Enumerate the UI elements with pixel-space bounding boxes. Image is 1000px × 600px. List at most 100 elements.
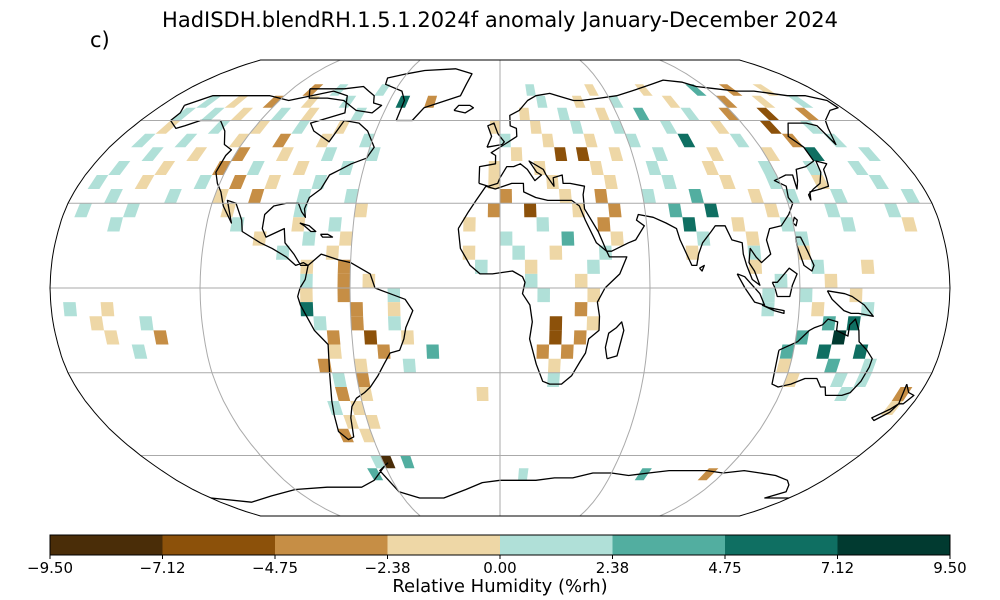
- grid-cell: [354, 358, 368, 373]
- colorbar-label: Relative Humidity (%rh): [392, 576, 608, 597]
- grid-cell: [300, 273, 313, 288]
- grid-cell: [524, 259, 538, 274]
- colorbar-segment: [275, 535, 388, 555]
- grid-cell: [100, 302, 115, 317]
- grid-cell: [900, 189, 920, 204]
- grid-cell: [549, 245, 563, 260]
- grid-cell: [252, 231, 267, 246]
- coastline: [699, 264, 705, 272]
- grid-cell: [587, 288, 600, 303]
- grid-cell: [337, 288, 351, 303]
- grid-cell: [757, 161, 777, 175]
- grid-cell: [901, 217, 918, 232]
- grid-cell: [326, 330, 341, 345]
- grid-cell: [262, 95, 285, 108]
- grid-cell: [829, 372, 848, 387]
- grid-cell: [680, 107, 700, 121]
- colorbar-tick-label: 7.12: [820, 559, 855, 577]
- grid-cell: [610, 231, 624, 246]
- grid-cell: [139, 316, 154, 331]
- grid-cell: [131, 344, 148, 359]
- colorbar-segment: [162, 535, 276, 555]
- grid-cell: [541, 133, 555, 148]
- coastline: [898, 383, 915, 405]
- grid-cell: [89, 316, 104, 331]
- colorbar-tick-label: −7.12: [139, 559, 186, 577]
- coastline: [807, 160, 830, 201]
- grid-cell: [487, 203, 500, 218]
- colorbar-segment: [500, 535, 613, 555]
- grid-cell: [595, 107, 610, 121]
- colorbar-segment: [837, 535, 951, 555]
- grid-cell: [426, 344, 440, 359]
- grid-cell: [462, 245, 476, 260]
- grid-cell: [756, 107, 780, 121]
- grid-cell: [868, 175, 889, 189]
- grid-cell: [603, 175, 618, 189]
- grid-cell: [745, 231, 760, 246]
- map-title: HadISDH.blendRH.1.5.1.2024f anomaly Janu…: [162, 8, 838, 32]
- colorbar-tick-label: −4.75: [252, 559, 298, 577]
- colorbar-tick-label: −2.38: [364, 559, 411, 577]
- coastline: [457, 182, 628, 385]
- colorbar-tick-label: 2.38: [595, 559, 630, 577]
- colorbar-tick-label: −9.50: [27, 559, 73, 577]
- grid-cell: [264, 175, 282, 189]
- grid-cell: [823, 133, 848, 148]
- grid-cell: [536, 217, 550, 232]
- grid-cell: [108, 161, 131, 175]
- grid-cell: [594, 189, 608, 204]
- grid-cell: [350, 316, 364, 331]
- grid-cell: [840, 217, 856, 232]
- grid-cell: [107, 217, 123, 232]
- grid-cell: [794, 231, 810, 246]
- grid-cell: [224, 95, 249, 108]
- grid-cell: [569, 120, 584, 134]
- grid-cell: [794, 107, 820, 121]
- grid-cell: [388, 316, 401, 331]
- coastline: [826, 290, 874, 317]
- grid-cell: [688, 189, 704, 204]
- grid-cell: [300, 107, 320, 121]
- grid-cell: [574, 273, 588, 288]
- graticule: [50, 59, 950, 517]
- grid-cell: [760, 147, 781, 161]
- grid-cell: [329, 84, 349, 96]
- grid-cell: [123, 203, 140, 218]
- grid-cell: [774, 273, 788, 288]
- grid-cell: [661, 95, 681, 108]
- grid-cell: [328, 217, 342, 232]
- grid-cell: [731, 217, 746, 232]
- grid-cell: [787, 95, 814, 108]
- grid-cell: [575, 147, 590, 161]
- grid-cell: [315, 133, 333, 148]
- grid-cell: [834, 387, 854, 401]
- grid-cell: [63, 302, 77, 317]
- grid-cell: [510, 147, 523, 161]
- grid-cell: [155, 120, 181, 134]
- grid-cell: [718, 107, 740, 121]
- grid-cell: [370, 455, 386, 469]
- grid-cell: [587, 259, 600, 274]
- grid-cell: [811, 302, 825, 317]
- grid-cell: [574, 302, 588, 317]
- grid-cell: [597, 217, 611, 232]
- grid-cell: [589, 161, 604, 175]
- grid-cell: [536, 344, 550, 359]
- grid-cell: [153, 330, 169, 345]
- grid-cell: [529, 120, 542, 134]
- grid-cell: [87, 175, 109, 189]
- coastlines: [169, 68, 915, 503]
- grid-cell: [824, 273, 838, 288]
- grid-cell: [884, 203, 902, 218]
- grid-cell: [661, 175, 677, 189]
- grid-cell: [380, 455, 396, 469]
- grid-cell: [320, 147, 338, 161]
- coastline: [169, 90, 375, 267]
- grid-cell: [292, 161, 310, 175]
- grid-cell: [365, 415, 381, 429]
- grid-cell: [751, 95, 776, 108]
- grid-cell: [525, 273, 538, 288]
- coastline: [453, 104, 475, 114]
- grid-cell: [762, 288, 775, 303]
